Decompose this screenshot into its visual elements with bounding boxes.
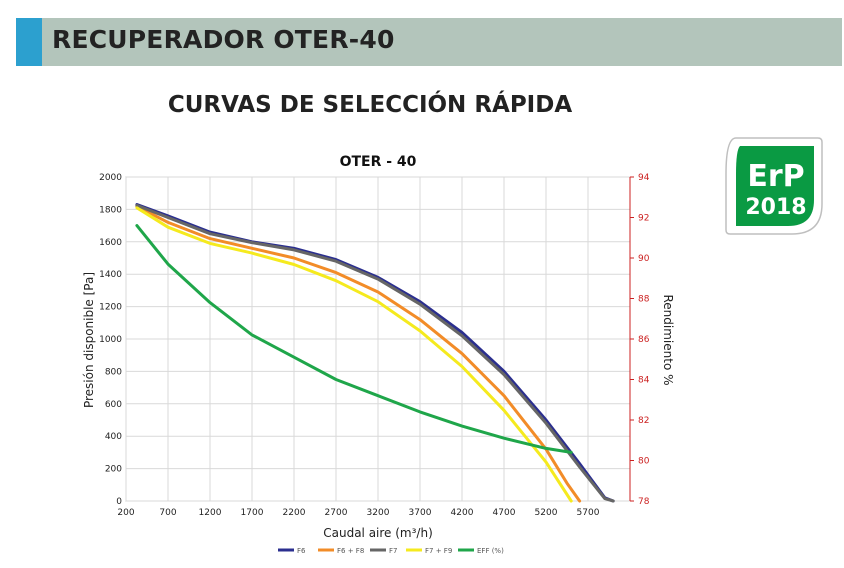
y-tick-label: 400 xyxy=(105,432,122,442)
y2-tick-label: 94 xyxy=(638,173,650,183)
x-tick-label: 4700 xyxy=(493,508,516,518)
header-bar: RECUPERADOR OTER-40 xyxy=(16,18,842,66)
chart-legend: F6 F6 + F8 F7 F7 + F9 EFF (%) xyxy=(278,547,504,555)
x-tick-label: 2700 xyxy=(325,508,348,518)
page-title: RECUPERADOR OTER-40 xyxy=(52,25,395,54)
x-tick-label: 700 xyxy=(159,508,176,518)
y2-tick-label: 92 xyxy=(638,214,649,224)
x-tick-label: 1200 xyxy=(199,508,222,518)
y2-tick-label: 82 xyxy=(638,416,649,426)
y-tick-label: 1400 xyxy=(99,270,122,280)
chart-series xyxy=(135,203,615,503)
y2-tick-label: 78 xyxy=(638,497,650,507)
y-tick-label: 600 xyxy=(105,400,122,410)
y-tick-label: 2000 xyxy=(99,173,122,183)
x-tick-label: 5700 xyxy=(577,508,600,518)
y2-tick-label: 90 xyxy=(638,254,650,264)
legend-label: EFF (%) xyxy=(477,547,504,555)
y2-tick-label: 84 xyxy=(638,376,650,386)
x-tick-label: 1700 xyxy=(241,508,264,518)
erp-2018-logo: ErP 2018 xyxy=(725,137,823,235)
x-tick-label: 200 xyxy=(117,508,134,518)
x-tick-label: 3200 xyxy=(367,508,390,518)
chart-section-title: CURVAS DE SELECCIÓN RÁPIDA xyxy=(167,92,573,118)
erp-text: ErP xyxy=(747,159,804,194)
y-tick-label: 1200 xyxy=(99,303,122,313)
legend-label: F6 + F8 xyxy=(337,547,364,555)
y-tick-label: 1000 xyxy=(99,335,122,345)
y-tick-label: 0 xyxy=(116,497,122,507)
header-accent xyxy=(16,18,42,66)
y-tick-label: 200 xyxy=(105,465,122,475)
chart-grid xyxy=(125,176,631,502)
erp-year: 2018 xyxy=(745,195,806,220)
y-axis-label: Presión disponible [Pa] xyxy=(82,272,96,408)
y2-axis-label: Rendimiento % xyxy=(661,294,675,385)
x-tick-label: 2200 xyxy=(283,508,306,518)
x-axis-label: Caudal aire (m³/h) xyxy=(323,526,433,540)
series-line-eff xyxy=(135,224,573,454)
legend-label: F7 xyxy=(389,547,397,555)
x-tick-label: 3700 xyxy=(409,508,432,518)
chart-axes: 200 700 1200 1700 2200 2700 3200 3700 4200 4700 52… xyxy=(99,173,650,518)
y-tick-label: 800 xyxy=(105,367,122,377)
legend-label: F7 + F9 xyxy=(425,547,452,555)
series-line-f7-f9 xyxy=(135,206,573,503)
y2-tick-label: 80 xyxy=(638,457,650,467)
chart-title: OTER - 40 xyxy=(340,154,417,170)
x-tick-label: 5200 xyxy=(535,508,558,518)
series-line-f7 xyxy=(135,203,615,503)
y-tick-label: 1600 xyxy=(99,238,122,248)
y2-tick-label: 88 xyxy=(638,295,650,305)
y2-tick-label: 86 xyxy=(638,335,650,345)
legend-label: F6 xyxy=(297,547,306,555)
y-tick-label: 1800 xyxy=(99,205,122,215)
performance-chart: 200 700 1200 1700 2200 2700 3200 3700 4200 4700 52… xyxy=(82,154,675,555)
x-tick-label: 4200 xyxy=(451,508,474,518)
